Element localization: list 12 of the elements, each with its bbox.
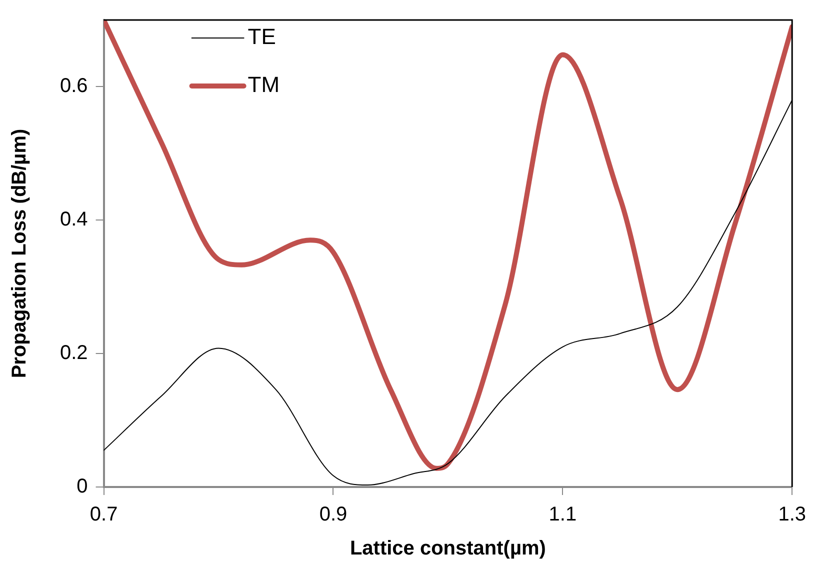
x-axis-title: Lattice constant(µm) (350, 538, 546, 560)
y-tick-label: 0.2 (60, 342, 88, 364)
x-tick-label: 1.1 (548, 504, 577, 526)
x-tick-label: 0.9 (319, 504, 348, 526)
y-tick-label: 0 (76, 476, 88, 498)
legend-label: TE (248, 24, 276, 50)
x-tick-label: 0.7 (90, 504, 118, 526)
y-tick-label: 0.4 (60, 208, 88, 231)
y-tick-label: 0.6 (60, 75, 88, 98)
y-axis-title: Propagation Loss (dB/µm) (8, 128, 31, 378)
legend-label: TM (248, 72, 280, 98)
x-tick-label: 1.3 (778, 504, 806, 526)
